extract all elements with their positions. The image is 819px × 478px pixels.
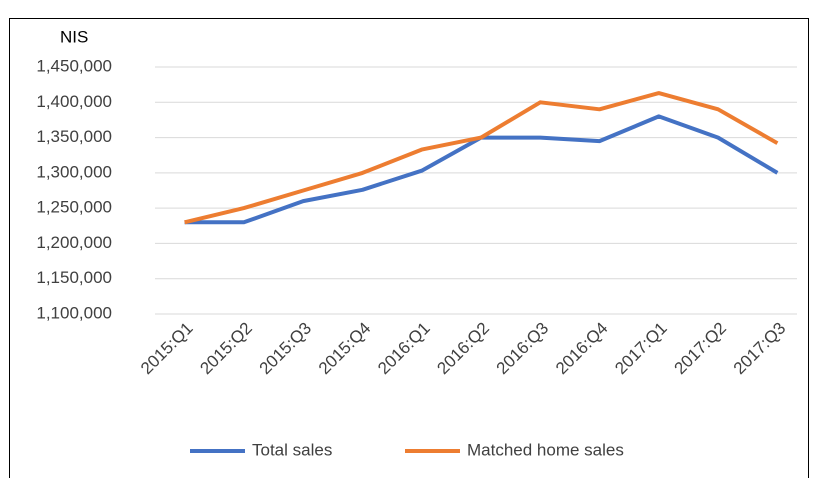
y-tick-label: 1,150,000 — [36, 268, 112, 287]
series-line — [184, 91, 779, 225]
y-tick-label: 1,350,000 — [36, 127, 112, 146]
y-tick-label: 1,450,000 — [36, 56, 112, 75]
y-tick-label: 1,100,000 — [36, 303, 112, 322]
y-tick-label: 1,250,000 — [36, 198, 112, 217]
y-tick-label: 1,300,000 — [36, 162, 112, 181]
frame — [9, 18, 809, 478]
y-tick-label: 1,400,000 — [36, 92, 112, 111]
legend-label: Matched home sales — [467, 440, 624, 459]
y-axis-label: NIS — [60, 27, 88, 46]
legend-label: Total sales — [252, 440, 332, 459]
y-tick-label: 1,200,000 — [36, 233, 112, 252]
